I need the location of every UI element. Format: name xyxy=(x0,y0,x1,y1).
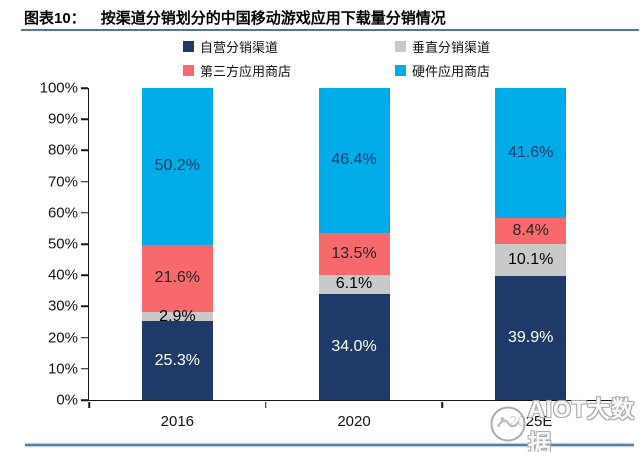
bar-column-2016: 25.3% 2.9% 21.6% 50.2% 2016 xyxy=(89,88,266,430)
y-tick-mark xyxy=(81,274,88,276)
bar-segment: 39.9% xyxy=(495,275,567,400)
segment-value-label: 25.3% xyxy=(154,351,201,369)
bar-segment: 34.0% xyxy=(318,293,390,400)
segment-value-label: 13.5% xyxy=(331,244,377,262)
bar-columns: 25.3% 2.9% 21.6% 50.2% 2016 34.0% 6.1% 13.5% 46.… xyxy=(89,88,619,430)
legend-swatch xyxy=(183,41,194,52)
watermark: AIOT大数据 xyxy=(489,396,640,452)
stacked-bar-2016: 25.3% 2.9% 21.6% 50.2% xyxy=(141,88,213,400)
y-tick-label: 10% xyxy=(47,360,78,378)
legend-label: 垂直分销渠道 xyxy=(412,40,491,55)
y-tick-mark xyxy=(81,243,88,245)
watermark-logo-icon xyxy=(490,406,526,442)
y-tick-mark xyxy=(81,149,88,152)
bar-segment: 46.4% xyxy=(318,88,390,233)
legend-item-2: 垂直分销渠道 xyxy=(395,37,490,56)
y-tick-mark xyxy=(81,118,88,120)
legend-label: 硬件应用商店 xyxy=(412,64,491,79)
bar-column-2020: 34.0% 6.1% 13.5% 46.4% 2020 xyxy=(266,88,443,430)
legend-item-3: 第三方应用商店 xyxy=(183,61,395,80)
y-tick-mark xyxy=(81,399,88,401)
x-tick-mark xyxy=(441,401,444,408)
bar-segment: 41.6% xyxy=(495,88,567,218)
y-tick-mark xyxy=(81,87,88,89)
segment-value-label: 46.4% xyxy=(331,151,377,169)
x-tick-mark xyxy=(264,401,267,408)
bar-segment: 25.3% xyxy=(141,321,213,400)
bar-column-2025E: 39.9% 10.1% 8.4% 41.6% 2025E xyxy=(442,88,619,430)
segment-value-label: 8.4% xyxy=(512,221,549,239)
y-tick-label: 90% xyxy=(47,110,78,128)
y-tick-label: 20% xyxy=(47,329,78,347)
figure-header: 图表10： 按渠道分销划分的中国移动游戏应用下载量分销情况 xyxy=(24,7,446,28)
stacked-bar-2025E: 39.9% 10.1% 8.4% 41.6% xyxy=(495,88,567,400)
y-tick-label: 0% xyxy=(56,391,78,409)
bar-segment: 10.1% xyxy=(495,244,567,276)
segment-value-label: 41.6% xyxy=(507,143,554,161)
y-tick-mark xyxy=(81,180,88,183)
legend-swatch xyxy=(395,65,406,76)
segment-value-label: 2.9% xyxy=(159,307,196,325)
segment-value-label: 39.9% xyxy=(507,328,554,346)
legend-label: 自营分销渠道 xyxy=(200,40,279,55)
y-tick-label: 60% xyxy=(47,204,78,222)
y-tick-label: 70% xyxy=(47,173,78,191)
y-axis-labels: 100% 90% 80% 70% 60% 50% 40% 30% 20% 10% 0% xyxy=(0,80,78,409)
bar-segment: 50.2% xyxy=(141,88,213,245)
chart-plot-area: 25.3% 2.9% 21.6% 50.2% 2016 34.0% 6.1% 13.5% 46.… xyxy=(81,87,620,430)
bar-segment: 8.4% xyxy=(495,217,567,245)
x-category-label: 2020 xyxy=(337,413,371,430)
segment-value-label: 34.0% xyxy=(331,337,377,355)
x-category-label: 2016 xyxy=(160,413,195,430)
segment-value-label: 50.2% xyxy=(154,157,201,175)
y-tick-mark xyxy=(81,305,88,308)
y-tick-label: 100% xyxy=(39,79,78,97)
segment-value-label: 21.6% xyxy=(154,269,201,287)
y-tick-mark xyxy=(81,336,88,339)
legend-label: 第三方应用商店 xyxy=(200,64,292,79)
footer-divider xyxy=(25,444,634,446)
legend-swatch xyxy=(183,65,194,76)
bar-segment: 13.5% xyxy=(318,232,390,275)
y-tick-mark xyxy=(81,212,88,214)
legend-swatch xyxy=(395,41,406,52)
legend-item-4: 硬件应用商店 xyxy=(395,61,490,80)
segment-value-label: 10.1% xyxy=(507,250,554,268)
title-underline xyxy=(21,29,639,31)
figure-number: 图表10： xyxy=(24,10,86,27)
bar-segment: 2.9% xyxy=(141,308,213,324)
segment-value-label: 6.1% xyxy=(335,275,373,293)
x-tick-mark xyxy=(88,401,90,408)
y-tick-label: 30% xyxy=(47,297,78,315)
bar-segment: 21.6% xyxy=(141,244,213,313)
watermark-text: AIOT大数据 xyxy=(528,396,635,452)
chart-legend: 自营分销渠道 垂直分销渠道第三方应用商店 硬件应用商店 xyxy=(183,37,490,80)
y-tick-label: 50% xyxy=(47,235,78,253)
figure-title: 按渠道分销划分的中国移动游戏应用下载量分销情况 xyxy=(100,10,446,27)
stacked-bar-2020: 34.0% 6.1% 13.5% 46.4% xyxy=(318,88,390,400)
x-tick-mark xyxy=(618,401,620,408)
y-tick-mark xyxy=(81,368,88,370)
legend-item-1: 自营分销渠道 xyxy=(183,37,395,56)
y-tick-label: 40% xyxy=(47,266,78,284)
bar-segment: 6.1% xyxy=(318,274,390,294)
y-tick-label: 80% xyxy=(47,141,78,159)
